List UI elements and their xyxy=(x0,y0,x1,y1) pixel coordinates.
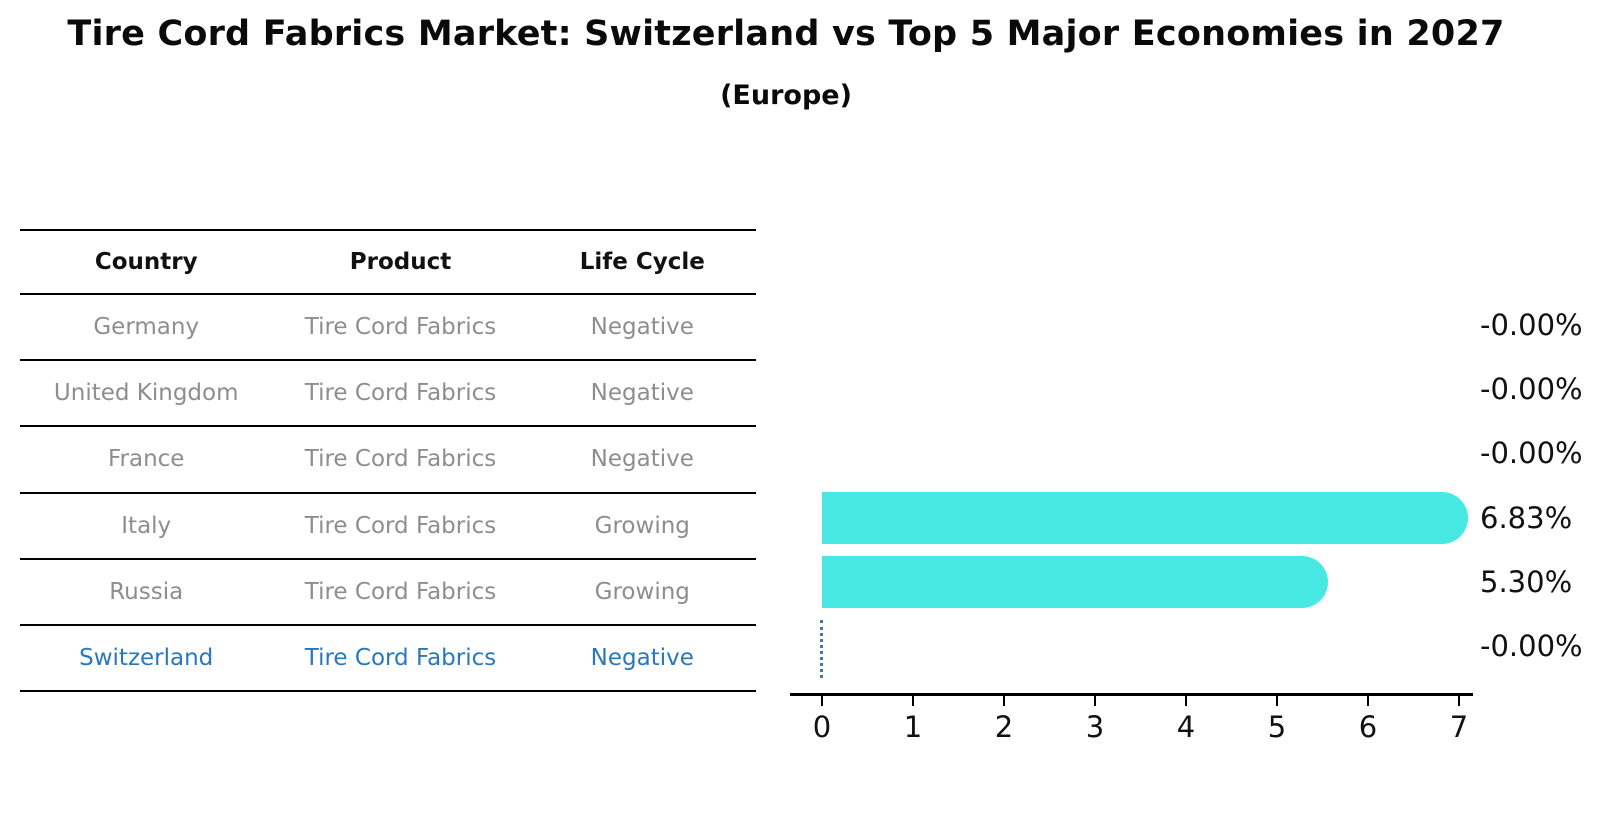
x-tick-label: 6 xyxy=(1358,710,1378,744)
product-cell: Tire Cord Fabrics xyxy=(304,512,497,539)
life-cycle-cell: Negative xyxy=(590,380,694,407)
x-tick-label: 1 xyxy=(903,710,923,744)
product-cell: Tire Cord Fabrics xyxy=(304,645,497,672)
life-cycle-cell: Negative xyxy=(590,446,694,473)
x-tick-label: 3 xyxy=(1085,710,1105,744)
country-cell: Russia xyxy=(109,578,184,605)
table-row-switzerland: Switzerland Tire Cord Fabrics Negative xyxy=(20,623,756,690)
value-label-united-kingdom: -0.00% xyxy=(1480,372,1583,406)
value-label-italy: 6.83% xyxy=(1480,501,1573,535)
x-axis-tick xyxy=(821,696,823,706)
life-cycle-cell: Growing xyxy=(594,512,690,539)
product-cell: Tire Cord Fabrics xyxy=(304,314,497,341)
table-row-germany: Germany Tire Cord Fabrics Negative xyxy=(20,293,756,359)
x-axis-tick xyxy=(1003,696,1005,706)
x-tick-label: 2 xyxy=(994,710,1014,744)
x-axis-tick xyxy=(1276,696,1278,706)
x-axis-tick xyxy=(1094,696,1096,706)
table-row-united-kingdom: United Kingdom Tire Cord Fabrics Negativ… xyxy=(20,359,756,425)
bar-russia xyxy=(822,556,1329,608)
value-label-germany: -0.00% xyxy=(1480,308,1583,342)
column-header-country: Country xyxy=(94,249,198,275)
column-header-product: Product xyxy=(349,249,452,275)
x-axis-tick xyxy=(1367,696,1369,706)
x-tick-label: 0 xyxy=(812,710,832,744)
life-cycle-cell: Negative xyxy=(590,314,694,341)
product-cell: Tire Cord Fabrics xyxy=(304,578,497,605)
table-header-row: Country Product Life Cycle xyxy=(20,231,756,293)
table-row-france: France Tire Cord Fabrics Negative xyxy=(20,425,756,491)
x-tick-label: 7 xyxy=(1449,710,1469,744)
x-axis-line xyxy=(790,693,1473,696)
x-axis-tick xyxy=(912,696,914,706)
switzerland-zero-dotted-line xyxy=(820,620,823,678)
value-label-france: -0.00% xyxy=(1480,436,1583,470)
chart-subtitle: (Europe) xyxy=(720,80,852,111)
product-cell: Tire Cord Fabrics xyxy=(304,446,497,473)
country-cell: Germany xyxy=(93,314,200,341)
column-header-life-cycle: Life Cycle xyxy=(579,249,705,275)
table-row-italy: Italy Tire Cord Fabrics Growing xyxy=(20,491,756,558)
product-cell: Tire Cord Fabrics xyxy=(304,380,497,407)
life-cycle-cell: Negative xyxy=(590,645,694,672)
chart-title: Tire Cord Fabrics Market: Switzerland vs… xyxy=(67,14,1505,54)
country-cell: France xyxy=(107,446,185,473)
table-row-russia: Russia Tire Cord Fabrics Growing xyxy=(20,557,756,624)
x-tick-label: 5 xyxy=(1267,710,1287,744)
life-cycle-cell: Growing xyxy=(594,578,690,605)
country-cell: United Kingdom xyxy=(53,380,239,407)
country-table: Country Product Life Cycle Germany Tire … xyxy=(20,229,756,693)
value-label-russia: 5.30% xyxy=(1480,565,1573,599)
bar-italy xyxy=(822,492,1468,544)
x-axis-tick xyxy=(1458,696,1460,706)
country-cell: Italy xyxy=(121,512,172,539)
x-axis-tick xyxy=(1185,696,1187,706)
value-label-switzerland: -0.00% xyxy=(1480,629,1583,663)
country-cell: Switzerland xyxy=(79,645,214,672)
x-tick-label: 4 xyxy=(1176,710,1196,744)
